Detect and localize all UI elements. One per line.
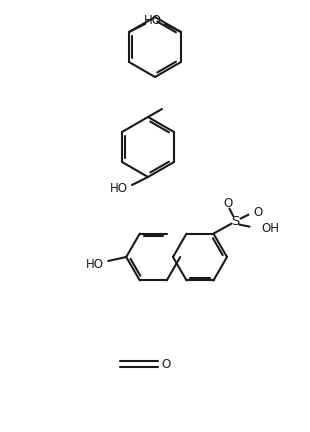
Text: O: O (253, 206, 262, 219)
Text: S: S (231, 215, 240, 228)
Text: HO: HO (110, 182, 128, 196)
Text: HO: HO (86, 257, 104, 270)
Text: O: O (223, 197, 232, 210)
Text: OH: OH (262, 222, 280, 235)
Text: O: O (162, 358, 171, 371)
Text: HO: HO (144, 15, 162, 28)
